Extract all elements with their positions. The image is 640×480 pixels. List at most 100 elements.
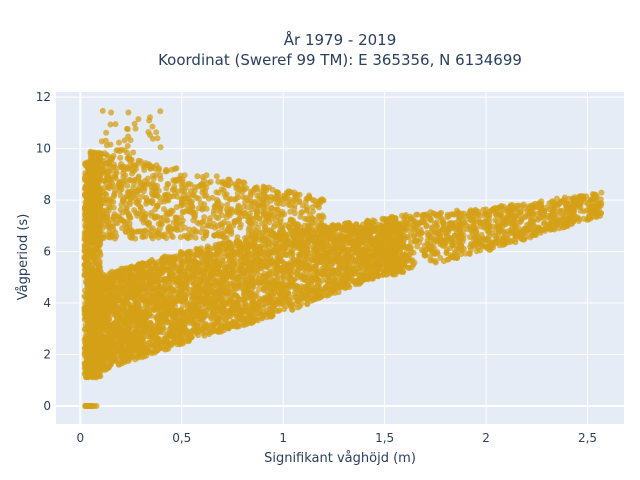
data-point bbox=[267, 254, 274, 261]
data-point bbox=[333, 241, 340, 248]
data-point bbox=[126, 315, 132, 322]
data-point bbox=[369, 242, 376, 249]
data-point bbox=[201, 260, 208, 267]
data-point bbox=[316, 279, 323, 286]
data-point bbox=[94, 277, 101, 284]
data-point bbox=[317, 243, 323, 249]
data-point bbox=[97, 331, 104, 338]
data-point bbox=[142, 293, 149, 300]
data-point bbox=[145, 325, 152, 332]
data-point bbox=[128, 305, 135, 312]
data-point bbox=[132, 343, 139, 350]
data-point bbox=[82, 263, 89, 270]
data-point bbox=[182, 329, 189, 336]
data-point bbox=[296, 303, 303, 310]
data-point bbox=[344, 277, 350, 284]
data-point bbox=[300, 273, 307, 280]
data-point bbox=[180, 317, 187, 324]
data-point bbox=[121, 327, 128, 334]
scatter-points bbox=[81, 107, 605, 409]
data-point bbox=[347, 246, 353, 253]
data-point bbox=[264, 264, 271, 270]
data-point bbox=[191, 257, 198, 264]
data-point bbox=[221, 324, 228, 331]
data-point bbox=[96, 258, 103, 264]
data-point bbox=[117, 270, 124, 277]
data-point bbox=[104, 359, 111, 366]
data-point bbox=[209, 270, 216, 277]
data-point bbox=[322, 286, 329, 293]
data-point bbox=[157, 303, 164, 310]
data-point bbox=[323, 239, 330, 245]
data-point bbox=[256, 307, 263, 314]
data-point bbox=[281, 306, 288, 313]
data-point bbox=[82, 211, 89, 218]
data-point bbox=[204, 294, 211, 301]
data-point bbox=[346, 238, 353, 245]
data-point bbox=[202, 287, 209, 294]
data-point bbox=[241, 250, 248, 256]
data-point bbox=[160, 259, 167, 266]
data-point bbox=[104, 349, 111, 356]
data-point bbox=[197, 314, 204, 321]
data-point bbox=[88, 334, 95, 341]
data-point bbox=[348, 269, 355, 276]
data-point bbox=[284, 262, 291, 269]
data-point bbox=[111, 286, 117, 293]
data-point bbox=[344, 226, 351, 233]
data-point bbox=[173, 298, 180, 305]
data-point bbox=[205, 304, 212, 311]
data-point bbox=[298, 283, 305, 290]
data-point bbox=[280, 269, 287, 276]
data-point bbox=[274, 276, 281, 283]
data-point bbox=[342, 258, 349, 265]
data-point bbox=[358, 225, 365, 232]
data-point bbox=[82, 224, 89, 230]
data-point bbox=[253, 258, 260, 264]
data-point bbox=[206, 245, 213, 251]
data-point bbox=[83, 188, 90, 195]
data-point bbox=[172, 316, 179, 323]
data-point bbox=[184, 249, 190, 256]
data-point bbox=[90, 255, 97, 262]
data-point bbox=[286, 270, 293, 277]
data-point bbox=[340, 243, 347, 250]
data-point bbox=[146, 259, 153, 266]
data-point bbox=[136, 323, 143, 330]
data-point bbox=[363, 244, 370, 251]
data-point bbox=[226, 313, 233, 320]
data-point bbox=[234, 322, 241, 329]
data-point bbox=[166, 309, 172, 316]
data-point bbox=[185, 259, 192, 266]
data-point bbox=[141, 349, 148, 356]
data-point bbox=[313, 248, 320, 255]
data-point bbox=[148, 350, 155, 357]
data-point bbox=[248, 278, 255, 285]
data-point bbox=[263, 308, 270, 314]
data-point bbox=[97, 241, 104, 248]
data-point bbox=[105, 338, 112, 344]
data-point bbox=[154, 347, 161, 354]
data-point bbox=[201, 332, 208, 339]
data-point bbox=[96, 317, 103, 324]
data-point bbox=[193, 303, 200, 310]
data-point bbox=[379, 215, 386, 222]
data-point bbox=[311, 239, 318, 246]
data-point bbox=[298, 249, 305, 256]
data-point bbox=[217, 306, 224, 313]
data-point bbox=[154, 259, 161, 266]
data-point bbox=[169, 333, 176, 340]
data-point bbox=[307, 265, 314, 272]
data-point bbox=[91, 311, 98, 318]
data-point bbox=[220, 279, 227, 286]
data-point bbox=[215, 277, 221, 284]
data-point bbox=[368, 237, 375, 244]
data-point bbox=[148, 292, 155, 298]
data-point bbox=[305, 296, 312, 302]
data-point bbox=[332, 236, 339, 243]
data-point bbox=[300, 266, 307, 273]
data-point bbox=[87, 369, 94, 376]
data-point bbox=[160, 318, 167, 325]
data-point bbox=[163, 276, 170, 283]
data-point bbox=[315, 295, 322, 302]
